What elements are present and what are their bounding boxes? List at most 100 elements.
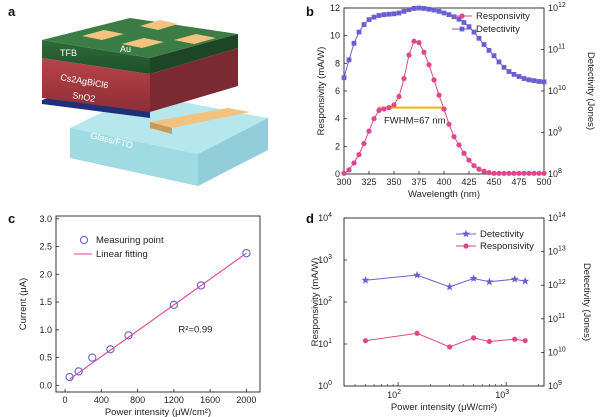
data-point-detectivity xyxy=(426,6,432,12)
data-point-responsivity xyxy=(361,140,367,147)
data-point-detectivity xyxy=(541,79,547,85)
data-point-detectivity xyxy=(516,74,522,79)
y2-tick-label: 1011 xyxy=(548,44,565,55)
data-point-detectivity xyxy=(391,11,397,17)
chart-b-spectral-response: 300 325 350 375 400 425 450 475 5000246810121081… xyxy=(316,2,596,200)
data-point-responsivity xyxy=(461,150,467,156)
x-axis-label: Power intensity (μW/cm²) xyxy=(105,407,211,417)
measuring-point xyxy=(169,300,179,309)
data-point-detectivity xyxy=(341,75,347,81)
au-top-electrode-1 xyxy=(82,30,124,40)
data-point-detectivity xyxy=(351,40,357,46)
tfb-top-face xyxy=(42,18,238,58)
perovskite-side-face xyxy=(150,48,238,112)
data-point-detectivity xyxy=(531,78,537,84)
measuring-point xyxy=(124,331,133,340)
data-point-responsivity xyxy=(351,160,357,166)
y2-tick-label: 1010 xyxy=(548,85,566,96)
plot-frame xyxy=(55,215,261,393)
y2-tick-label: 109 xyxy=(548,127,562,138)
data-point-responsivity xyxy=(441,106,447,112)
legend-marker xyxy=(459,13,465,19)
data-point-responsivity xyxy=(511,170,517,176)
data-point-responsivity xyxy=(431,77,437,83)
data-point-detectivity xyxy=(526,77,532,83)
data-point-responsivity xyxy=(386,105,392,111)
y-tick-label: 100 xyxy=(318,380,332,391)
layer-label-sno2: SnO2 xyxy=(72,90,96,104)
legend-marker xyxy=(459,26,465,32)
layer-label-au: Au xyxy=(120,44,131,54)
y-tick-label: 2 xyxy=(335,141,340,151)
legend-label: Responsivity xyxy=(480,241,534,252)
x-tick-label: 400 xyxy=(94,395,109,405)
data-point-responsivity xyxy=(486,170,492,176)
data-point-responsivity xyxy=(366,128,372,134)
x-tick-label: 0 xyxy=(63,395,68,405)
data-point-responsivity xyxy=(447,344,453,350)
data-point-detectivity xyxy=(416,5,422,11)
y-tick-label: 6 xyxy=(335,86,340,96)
x-tick-label: 1200 xyxy=(164,395,184,405)
y-tick-label: 2.5 xyxy=(39,242,52,252)
data-point-responsivity xyxy=(346,167,352,173)
data-point-responsivity xyxy=(471,163,477,169)
fwhm-annotation: FWHM=67 nm xyxy=(384,116,446,127)
data-point-responsivity xyxy=(476,166,482,172)
data-point-responsivity xyxy=(406,52,412,58)
data-point-responsivity xyxy=(446,121,452,127)
data-point-detectivity xyxy=(501,64,507,70)
x-tick-label: 1600 xyxy=(200,395,220,405)
linear-fit-line xyxy=(69,252,247,380)
data-point-responsivity xyxy=(471,335,477,341)
data-point-responsivity xyxy=(426,62,432,68)
measuring-point xyxy=(65,372,74,382)
data-point-responsivity xyxy=(512,336,518,342)
data-point-detectivity xyxy=(381,12,387,18)
measuring-point xyxy=(74,367,83,376)
legend-label: Responsivity xyxy=(476,11,530,22)
y-tick-label: 1.0 xyxy=(39,325,52,335)
x-tick-label: 350 xyxy=(386,177,401,187)
data-point-detectivity xyxy=(486,47,492,53)
data-point-responsivity xyxy=(341,170,347,176)
data-point-responsivity xyxy=(451,134,457,140)
legend-label: Detectivity xyxy=(476,24,520,35)
y-tick-label: 4 xyxy=(335,114,340,124)
au-top-electrode-4 xyxy=(140,20,178,30)
data-point-responsivity xyxy=(362,338,369,344)
y2-tick-label: 109 xyxy=(548,380,562,391)
y-tick-label: 104 xyxy=(318,212,332,223)
y2-axis-label: Detectivity (Jones) xyxy=(581,263,592,341)
data-point-detectivity xyxy=(496,59,502,65)
panel-label-c: c xyxy=(8,211,15,226)
panel-label-a: a xyxy=(8,4,16,19)
y-axis-label: Responsivity (mA/W) xyxy=(316,47,327,136)
data-point-detectivity xyxy=(476,35,482,41)
x-axis-label: Power intensity (μW/cm²) xyxy=(391,402,497,413)
data-point-detectivity xyxy=(521,277,530,285)
data-point-detectivity xyxy=(386,11,392,17)
measuring-point xyxy=(106,345,115,354)
x-axis-label: Wavelength (nm) xyxy=(408,189,480,200)
x-tick-label: 2000 xyxy=(236,395,256,405)
data-point-responsivity xyxy=(516,170,522,176)
data-point-detectivity xyxy=(366,17,372,23)
data-point-detectivity xyxy=(406,7,412,13)
x-tick-label: 425 xyxy=(461,177,476,187)
tfb-side-face xyxy=(150,34,238,74)
x-tick-label: 800 xyxy=(130,395,145,405)
data-point-detectivity xyxy=(451,14,457,20)
data-point-detectivity xyxy=(471,29,477,35)
data-point-detectivity xyxy=(436,8,442,14)
data-point-responsivity xyxy=(414,330,420,336)
y2-tick-label: 1013 xyxy=(548,246,566,257)
data-point-responsivity xyxy=(396,93,402,100)
data-point-detectivity xyxy=(511,72,517,77)
legend-label: Detectivity xyxy=(480,229,524,240)
y-tick-label: 0.0 xyxy=(39,380,52,390)
y-tick-label: 0 xyxy=(335,169,340,179)
data-point-responsivity xyxy=(506,170,512,176)
y-tick-label: 1.5 xyxy=(39,297,52,307)
